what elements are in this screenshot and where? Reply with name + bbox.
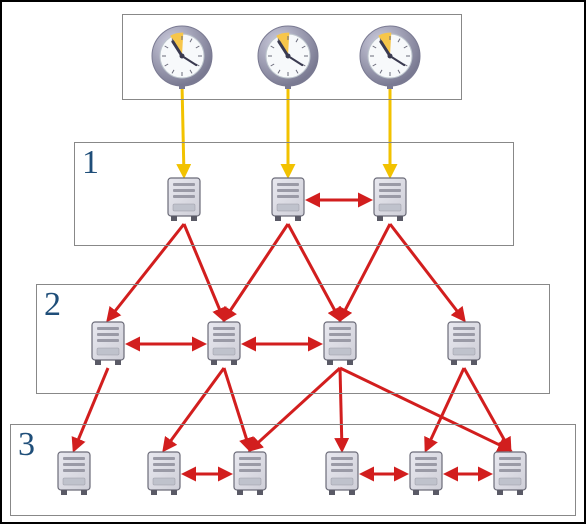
tier-box-3: [10, 424, 576, 516]
tier-label-3: 3: [18, 426, 35, 464]
tier-label-2: 2: [44, 286, 61, 324]
ntp-stratum-diagram: 1 2 3: [0, 0, 586, 524]
tier-box-0: [122, 14, 462, 100]
tier-box-1: [74, 142, 514, 246]
tier-label-1: 1: [82, 144, 99, 182]
tier-box-2: [36, 284, 550, 394]
